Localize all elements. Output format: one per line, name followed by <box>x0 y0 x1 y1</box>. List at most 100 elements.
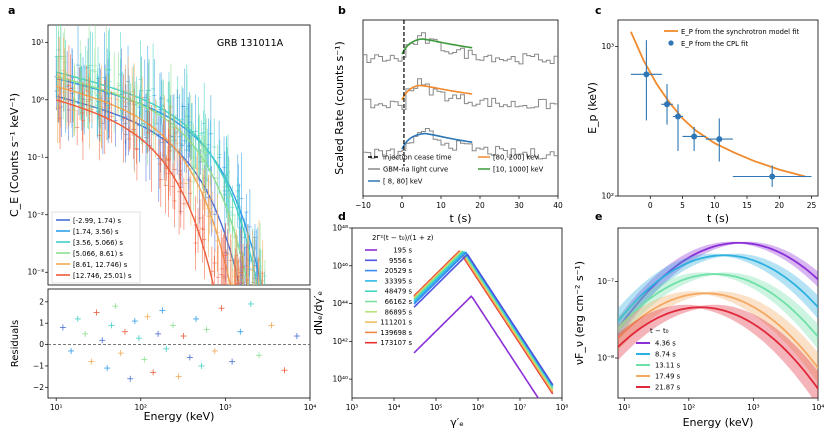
y-tick-label: 10⁴⁴ <box>332 299 348 308</box>
legend-title: t − t₀ <box>650 327 669 335</box>
x-tick-label: 10⁴ <box>812 403 825 412</box>
x-tick-label: 20 <box>775 201 785 210</box>
resid-tick-label: 1 <box>39 319 44 328</box>
legend-label: [10, 1000] keV <box>493 166 544 174</box>
panel-label-b: b <box>338 4 346 17</box>
legend-label: [ 8, 80] keV <box>383 178 423 186</box>
vfv-curve <box>618 254 818 322</box>
legend-label: 139698 s <box>380 329 412 337</box>
electron-spectrum <box>413 253 554 386</box>
ep-point <box>643 71 650 78</box>
y-tick-label: 10⁻⁸ <box>597 353 614 362</box>
x-axis-label: γ′ₑ <box>450 416 464 429</box>
legend-label: [5.066, 8.61) s <box>73 250 123 258</box>
vfv-frame <box>617 227 819 399</box>
y-tick-label: 10⁻¹ <box>27 153 44 162</box>
resid-tick-label: −2 <box>33 383 44 392</box>
panel-label-d: d <box>338 210 346 223</box>
legend-label: [80, 200] keV <box>493 154 539 162</box>
resid-axis-label: Residuals <box>10 320 21 367</box>
legend-label: [1.74, 3.56) s <box>73 228 119 236</box>
y-tick-label: 10⁴⁶ <box>332 261 348 270</box>
x-tick-label: 25 <box>807 201 817 210</box>
panel-b: −10 0 10 20 30 40 t (s) Scaled Rate (counts s⁻¹… <box>333 19 563 225</box>
ep-point <box>664 101 671 108</box>
panel-d: 10³ 10⁴ 10⁵ 10⁶ 10⁷ 10⁸ 10⁴⁰ 10⁴² 10⁴⁴ 10⁴⁶ 10⁴⁸ γ′… <box>312 224 568 430</box>
y-tick-label: 10⁴⁰ <box>332 375 348 384</box>
band-model-curve <box>401 38 473 55</box>
x-tick-label: 20 <box>475 201 485 210</box>
ep-frame <box>617 19 819 197</box>
legend-label: [8.61, 12.746) s <box>73 261 128 269</box>
resid-tick-label: 2 <box>39 297 44 306</box>
band-model-curve <box>401 84 473 101</box>
x-tick-label: 10² <box>135 403 148 412</box>
panel-label-c: c <box>595 4 602 17</box>
legend-label: 111201 s <box>380 319 412 327</box>
x-tick-label: −10 <box>355 201 371 210</box>
legend-title: 2Γ²(t − t₀)/(1 + z) <box>372 234 434 242</box>
legend-label: 4.36 s <box>655 340 676 348</box>
legend-label: 173107 s <box>380 339 412 347</box>
panel-c: 0 5 10 15 20 25 10² 10³ t (s) E_p (keV) E_P from t… <box>586 19 819 225</box>
legend-label: E_P from the synchrotron model fit <box>681 28 800 36</box>
y-tick-label: 10⁰ <box>31 95 44 104</box>
x-tick-label: 10⁸ <box>556 403 569 412</box>
legend: [-2.99, 1.74) s [1.74, 3.56) s [3.56, 5.06… <box>51 211 141 284</box>
x-tick-label: 10⁵ <box>430 403 443 412</box>
legend-label: [-2.99, 1.74) s <box>73 217 122 225</box>
lightcurve-frame <box>362 19 559 197</box>
vfv-curve <box>618 306 818 390</box>
gbm-light-curve <box>363 128 558 160</box>
panel-label-a: a <box>8 4 15 17</box>
legend-label: 195 s <box>393 247 412 255</box>
panel-e: 10¹ 10² 10³ 10⁴ 10⁻⁸ 10⁻⁷ Energy (keV) νF_ν (er… <box>573 227 825 429</box>
legend-swatch <box>668 40 674 46</box>
legend-label: 9556 s <box>389 257 412 265</box>
electron-spectrum <box>413 250 554 395</box>
legend-label: [3.56, 5.066) s <box>73 239 123 247</box>
y-tick-label: 10⁴⁸ <box>332 224 348 233</box>
band-model-curve <box>401 132 473 150</box>
resid-tick-label: −1 <box>33 361 44 370</box>
x-tick-label: 10 <box>710 201 720 210</box>
chart-title: GRB 131011A <box>217 38 284 49</box>
vfv-curve <box>618 292 818 369</box>
electron-spectrum <box>413 251 554 386</box>
electron-spectrum <box>413 250 554 390</box>
vfv-band <box>618 241 818 340</box>
vfv-data <box>618 241 818 398</box>
y-tick-label: 10⁻⁷ <box>597 277 614 286</box>
x-tick-label: 10⁶ <box>472 403 485 412</box>
vfv-curve <box>618 273 818 338</box>
panel-a: 10¹ 10² 10³ 10⁴ 10⁻³ 10⁻² 10⁻¹ 10⁰ 10¹ −2 −1 0 1 2 Ene… <box>8 24 316 423</box>
x-axis-label: t (s) <box>449 212 471 225</box>
y-tick-label: 10⁴² <box>332 337 348 346</box>
legend-label: 66162 s <box>385 298 413 306</box>
x-tick-label: 40 <box>553 201 563 210</box>
electron-spectrum <box>413 250 554 392</box>
legend-label: 21.87 s <box>655 384 681 392</box>
ep-point <box>769 173 776 180</box>
model-curve <box>56 75 249 285</box>
x-axis-label: Energy (keV) <box>683 416 754 429</box>
y-axis-label: E_p (keV) <box>586 82 599 134</box>
electron-spectrum <box>413 250 554 389</box>
legend-label: 33395 s <box>385 277 413 285</box>
y-tick-label: 10⁻³ <box>27 268 44 277</box>
y-axis-label: dNₑ/dγ′ₑ <box>312 291 325 335</box>
x-tick-label: 0 <box>400 201 405 210</box>
gbm-light-curve <box>363 32 558 65</box>
x-tick-label: 10 <box>436 201 446 210</box>
legend-label: 48479 s <box>385 288 413 296</box>
legend: 2Γ²(t − t₀)/(1 + z) 195 s 9556 s 20529 s 333… <box>365 234 434 347</box>
y-tick-label: 10⁻² <box>27 210 44 219</box>
electron-data <box>413 250 554 398</box>
spectrum-data <box>54 25 267 285</box>
x-tick-label: 5 <box>680 201 685 210</box>
y-tick-label: 10¹ <box>31 38 44 47</box>
ep-point <box>691 133 698 140</box>
model-curve <box>55 99 215 285</box>
y-tick-label: 10² <box>601 192 614 201</box>
